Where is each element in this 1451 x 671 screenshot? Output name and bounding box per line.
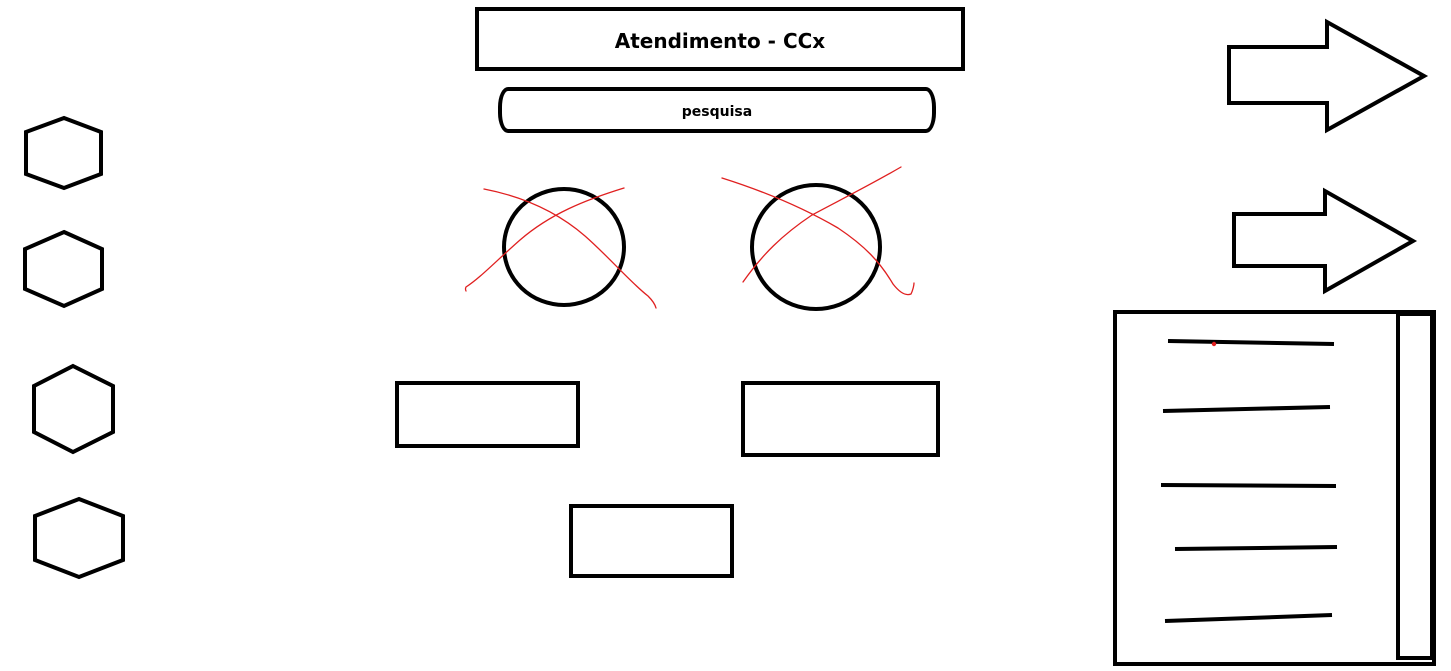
list-line [1164, 613, 1333, 623]
list-line [1162, 405, 1331, 413]
list-line [1160, 483, 1337, 488]
list-line [1174, 545, 1338, 551]
list-line [1167, 339, 1335, 346]
page-title-box: Atendimento - CCx [475, 7, 965, 71]
action-box-left[interactable] [395, 381, 580, 448]
page-title: Atendimento - CCx [614, 29, 826, 53]
hexagon-icon[interactable] [32, 363, 115, 455]
action-box-right[interactable] [741, 381, 940, 457]
arrow-right-icon[interactable] [1232, 187, 1418, 295]
hexagon-icon[interactable] [23, 229, 104, 309]
arrow-right-icon[interactable] [1227, 18, 1429, 134]
avatar-circle-right [750, 183, 882, 311]
cross-out-mark [742, 166, 902, 283]
cross-out-mark [721, 177, 915, 296]
cross-out-mark [464, 187, 625, 292]
search-label: pesquisa [681, 104, 753, 120]
search-input[interactable]: pesquisa [498, 87, 936, 133]
cross-out-mark [483, 188, 657, 309]
red-dot [1211, 341, 1217, 347]
avatar-circle-left [502, 187, 626, 307]
hexagon-icon[interactable] [33, 496, 125, 580]
document-icon[interactable] [1113, 310, 1436, 666]
action-box-bottom[interactable] [569, 504, 734, 578]
hexagon-icon[interactable] [24, 115, 103, 191]
scrollbar[interactable] [1396, 312, 1434, 660]
